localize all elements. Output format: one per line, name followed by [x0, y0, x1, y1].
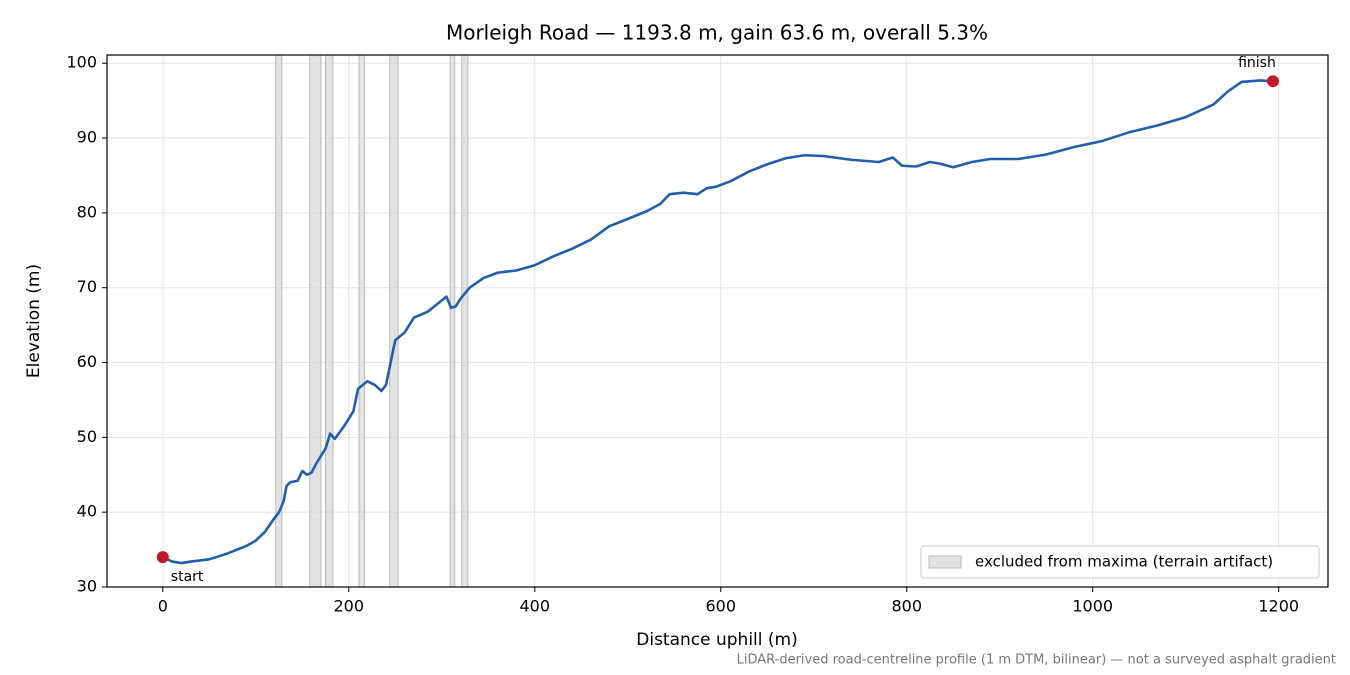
legend-box: [920, 545, 1320, 579]
excluded-band: [449, 54, 456, 588]
y-tick-label: 30: [77, 577, 97, 596]
endpoint-marker: [156, 551, 169, 564]
x-tick-label: 400: [519, 597, 550, 616]
x-tick-label: 1000: [1072, 597, 1113, 616]
x-tick-label: 600: [705, 597, 736, 616]
y-tick-label: 80: [77, 202, 97, 221]
excluded-band: [309, 54, 322, 588]
legend-swatch: [928, 555, 962, 569]
x-tick-label: 0: [158, 597, 168, 616]
y-tick-label: 90: [77, 128, 97, 147]
endpoint-label: finish: [1238, 55, 1276, 71]
chart-title: Morleigh Road — 1193.8 m, gain 63.6 m, o…: [446, 21, 988, 45]
x-tick-label: 800: [891, 597, 922, 616]
legend-label: excluded from maxima (terrain artifact): [975, 553, 1273, 571]
x-tick-label: 200: [334, 597, 365, 616]
y-axis-label: Elevation (m): [24, 264, 44, 378]
y-tick-label: 70: [77, 277, 97, 296]
footnote: LiDAR-derived road-centreline profile (1…: [737, 653, 1336, 668]
plot-frame: [106, 54, 1329, 588]
excluded-band: [358, 54, 366, 588]
x-tick-label: 1200: [1258, 597, 1299, 616]
excluded-band: [461, 54, 469, 588]
y-tick-label: 100: [66, 53, 97, 72]
endpoint-marker: [1266, 75, 1279, 88]
y-tick-label: 60: [77, 352, 97, 371]
elevation-line: [162, 79, 1274, 565]
y-tick-label: 40: [77, 502, 97, 521]
x-axis-label: Distance uphill (m): [636, 630, 797, 650]
excluded-band: [325, 54, 334, 588]
endpoint-label: start: [171, 569, 204, 585]
excluded-band: [389, 54, 399, 588]
y-tick-label: 50: [77, 427, 97, 446]
